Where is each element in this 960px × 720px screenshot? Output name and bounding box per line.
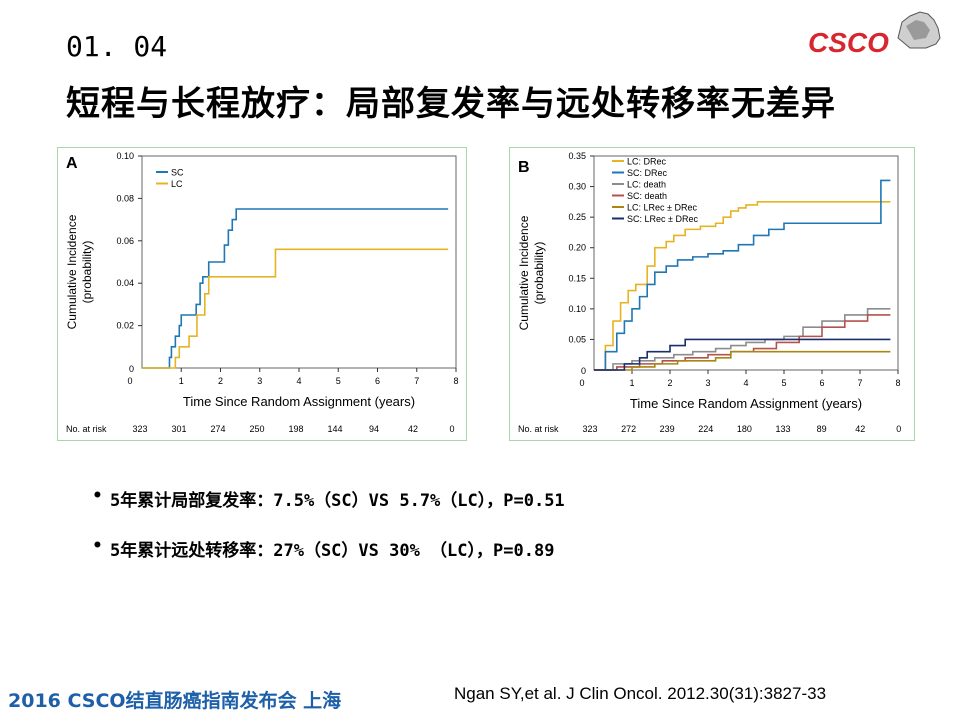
at-risk-value: 239: [660, 424, 675, 434]
y-tick-label: 0.05: [568, 334, 586, 344]
x-tick-label: 3: [257, 376, 262, 386]
footer-event: 2016 CSCO结直肠癌指南发布会 上海: [8, 690, 342, 712]
slide-title: 短程与长程放疗：局部复发率与远处转移率无差异: [66, 84, 836, 124]
panel-label: B: [518, 159, 530, 176]
bullet-dot-icon: •: [92, 536, 103, 556]
x-tick-label: 4: [296, 376, 301, 386]
x-tick-label: 0: [127, 376, 132, 386]
y-tick-label: 0: [581, 366, 586, 376]
legend-label: LC: [171, 179, 183, 189]
x-tick-label: 6: [375, 376, 380, 386]
at-risk-value: 144: [327, 424, 342, 434]
x-tick-label: 7: [414, 376, 419, 386]
at-risk-label: No. at risk: [518, 424, 559, 434]
x-tick-label: 5: [781, 378, 786, 388]
chart-a-svg: A 0 0.02 0.04 0.06 0.08 0.10 0 1 2 3 4 5 6 7 8 Time Sinc…: [65, 151, 459, 434]
at-risk-value: 133: [775, 424, 790, 434]
y-tick-label: 0.02: [116, 321, 134, 331]
x-tick-label: 1: [629, 378, 634, 388]
at-risk-label: No. at risk: [66, 424, 107, 434]
bullet-dot-icon: •: [92, 486, 103, 506]
at-risk-value: 0: [449, 424, 454, 434]
x-tick-label: 4: [743, 378, 748, 388]
y-tick-label: 0.30: [568, 182, 586, 192]
legend-label: LC: DRec: [627, 157, 667, 167]
at-risk-value: 250: [249, 424, 264, 434]
at-risk-value: 89: [817, 424, 827, 434]
chart-panel-a: A 0 0.02 0.04 0.06 0.08 0.10 0 1 2 3 4 5 6 7 8 Time Sinc…: [57, 147, 467, 441]
logo-text: CSCO: [808, 27, 889, 58]
at-risk-value: 180: [737, 424, 752, 434]
legend-label: SC: DRec: [627, 168, 668, 178]
x-tick-label: 3: [705, 378, 710, 388]
at-risk-value: 94: [369, 424, 379, 434]
at-risk-value: 272: [621, 424, 636, 434]
chart-panel-b: B 0 0.05 0.10 0.15 0.20 0.25 0.30 0.35 0 1 2 3 4 5 6 7 8 T…: [509, 147, 915, 441]
series-line-sc-lrec-drec: [594, 338, 891, 371]
series-line-lc-death: [594, 308, 891, 371]
series-line-lc: [142, 248, 449, 369]
x-tick-label: 8: [895, 378, 900, 388]
x-tick-label: 2: [218, 376, 223, 386]
y-axis-label: (probability): [80, 241, 94, 304]
y-tick-label: 0.06: [116, 236, 134, 246]
series-line-sc: [142, 208, 449, 369]
y-axis-label: Cumulative Incidence: [517, 215, 531, 330]
series-line-lc-lrec-drec: [594, 350, 891, 371]
footer-citation: Ngan SY,et al. J Clin Oncol. 2012.30(31)…: [454, 684, 827, 703]
x-axis-label: Time Since Random Assignment (years): [630, 396, 862, 411]
x-tick-label: 2: [667, 378, 672, 388]
y-tick-label: 0.35: [568, 151, 586, 161]
bullet-text: 5年累计局部复发率：7.5%（SC）VS 5.7%（LC），P=0.51: [110, 491, 565, 511]
csco-logo: CSCO: [806, 4, 942, 62]
y-tick-label: 0.20: [568, 243, 586, 253]
at-risk-value: 42: [408, 424, 418, 434]
y-axis-label: Cumulative Incidence: [65, 214, 79, 329]
at-risk-value: 323: [582, 424, 597, 434]
at-risk-value: 323: [132, 424, 147, 434]
y-tick-label: 0.04: [116, 278, 134, 288]
x-tick-label: 6: [819, 378, 824, 388]
y-tick-label: 0: [129, 364, 134, 374]
at-risk-value: 224: [698, 424, 713, 434]
at-risk-value: 274: [210, 424, 225, 434]
y-tick-label: 0.15: [568, 273, 586, 283]
series-line-lc-drec: [594, 201, 891, 371]
y-tick-label: 0.10: [568, 304, 586, 314]
x-tick-label: 8: [453, 376, 458, 386]
x-axis-label: Time Since Random Assignment (years): [183, 394, 415, 409]
at-risk-value: 0: [896, 424, 901, 434]
y-tick-label: 0.08: [116, 193, 134, 203]
y-tick-label: 0.10: [116, 151, 134, 161]
at-risk-value: 42: [855, 424, 865, 434]
legend-label: LC: LRec ± DRec: [627, 203, 697, 213]
chart-b-svg: B 0 0.05 0.10 0.15 0.20 0.25 0.30 0.35 0 1 2 3 4 5 6 7 8 T…: [517, 151, 901, 434]
series-line-sc-drec: [594, 179, 891, 371]
bullet-text: 5年累计远处转移率：27%（SC）VS 30% （LC），P=0.89: [110, 541, 555, 561]
x-tick-label: 7: [857, 378, 862, 388]
at-risk-value: 301: [171, 424, 186, 434]
legend-label: SC: LRec ± DRec: [627, 214, 698, 224]
slide-number: 01. 04: [66, 30, 168, 63]
x-tick-label: 0: [579, 378, 584, 388]
panel-label: A: [66, 155, 78, 172]
legend-label: LC: death: [627, 180, 666, 190]
legend-label: SC: death: [627, 191, 667, 201]
series-line-sc-death: [594, 314, 891, 371]
y-tick-label: 0.25: [568, 212, 586, 222]
y-axis-label: (probability): [532, 242, 546, 305]
legend-label: SC: [171, 168, 184, 178]
x-tick-label: 1: [179, 376, 184, 386]
at-risk-value: 198: [288, 424, 303, 434]
x-tick-label: 5: [336, 376, 341, 386]
